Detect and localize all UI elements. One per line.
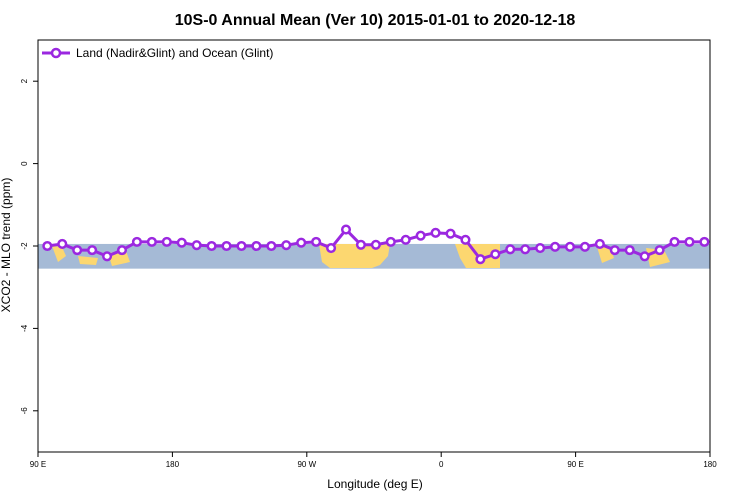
series-layer (42, 224, 710, 265)
x-tick-label: 90 E (30, 460, 46, 469)
data-point (579, 241, 590, 252)
data-point (266, 240, 277, 252)
data-point (370, 239, 381, 250)
chart-title: 10S-0 Annual Mean (Ver 10) 2015-01-01 to… (175, 12, 576, 29)
data-point (116, 245, 128, 256)
x-tick-label: 180 (166, 460, 180, 469)
data-point (355, 239, 366, 250)
y-tick-label: 0 (20, 161, 29, 166)
data-point (564, 241, 576, 252)
data-point (490, 249, 501, 260)
data-point (460, 234, 471, 245)
south-america-land (319, 244, 390, 268)
maritime-continent-land-mid (78, 256, 98, 265)
legend: Land (Nadir&Glint) and Ocean (Glint) (42, 46, 273, 60)
data-point (654, 245, 665, 256)
y-tick-label: -6 (20, 407, 29, 415)
data-point (699, 236, 710, 247)
data-point (296, 237, 307, 248)
data-point (72, 245, 83, 256)
data-point (161, 236, 172, 247)
data-point (475, 254, 486, 265)
data-point (57, 238, 68, 249)
y-axis-label: XCO2 - MLO trend (ppm) (0, 178, 13, 313)
y-tick-label: -2 (20, 242, 29, 250)
data-point (87, 245, 98, 256)
data-point (400, 234, 411, 245)
maritime-continent-land-west (52, 246, 66, 262)
data-point (236, 240, 247, 252)
data-point (609, 245, 620, 256)
data-point (221, 240, 232, 252)
data-point (176, 237, 187, 248)
x-tick-label: 180 (703, 460, 717, 469)
data-point (415, 230, 426, 241)
y-tick-label: 2 (20, 78, 29, 83)
x-tick-label: 90 E (567, 460, 583, 469)
data-point (669, 236, 680, 247)
data-point (146, 236, 157, 247)
data-point (535, 243, 546, 254)
data-point (102, 251, 113, 262)
data-point (505, 244, 516, 255)
data-point (42, 240, 53, 252)
data-point (684, 236, 695, 247)
data-point (311, 236, 322, 247)
data-point (520, 244, 531, 255)
data-point (550, 241, 561, 252)
data-point (206, 240, 217, 252)
legend-label: Land (Nadir&Glint) and Ocean (Glint) (76, 46, 273, 60)
data-point (639, 251, 650, 262)
data-point (191, 240, 202, 251)
x-tick-label: 90 W (297, 460, 316, 469)
maritime-continent-land-east (597, 247, 614, 263)
data-point (340, 224, 352, 235)
x-tick-label: 0 (439, 460, 444, 469)
data-point (281, 240, 292, 251)
data-point (326, 243, 337, 254)
x-axis: 90 E 180 90 W 0 90 E 180 (30, 452, 717, 469)
y-tick-label: -4 (20, 324, 29, 332)
data-point (594, 238, 605, 249)
data-point (624, 245, 635, 256)
x-axis-label: Longitude (deg E) (327, 477, 422, 491)
data-point (445, 228, 456, 239)
legend-marker (50, 47, 62, 59)
data-point (131, 236, 142, 247)
y-axis: 2 0 -2 -4 -6 (20, 78, 38, 414)
data-point (251, 240, 262, 252)
data-point (430, 227, 441, 238)
data-point (385, 236, 396, 247)
